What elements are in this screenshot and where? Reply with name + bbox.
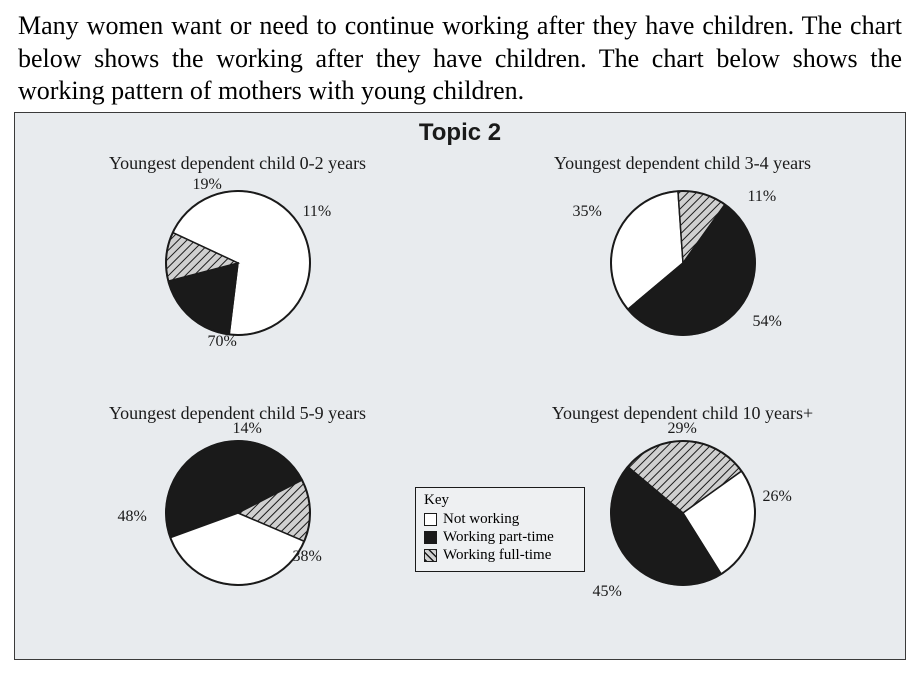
slice-label: 45% (593, 583, 622, 601)
slice-label: 38% (293, 548, 322, 566)
slice-label: 11% (303, 203, 332, 221)
legend-row: Working full-time (424, 547, 576, 564)
pie-chart: 70% 19% 11% (138, 178, 338, 348)
legend-label: Working part-time (443, 529, 554, 546)
chart-grid: Youngest dependent child 0-2 years 70% 19… (15, 147, 905, 647)
legend-swatch (424, 549, 437, 562)
legend-row: Working part-time (424, 529, 576, 546)
legend-title: Key (424, 492, 576, 509)
chart-title: Youngest dependent child 0-2 years (109, 153, 366, 174)
legend-swatch (424, 513, 437, 526)
pie-chart: 29%26%45% (583, 428, 783, 598)
chart-cell-2: Youngest dependent child 5-9 years 48%14… (15, 397, 460, 647)
chart-cell-1: Youngest dependent child 3-4 years 35% 11… (460, 147, 905, 397)
chart-cell-0: Youngest dependent child 0-2 years 70% 19… (15, 147, 460, 397)
slice-label: 11% (748, 188, 777, 206)
slice-label: 54% (753, 313, 782, 331)
slice-label: 19% (193, 176, 222, 194)
slice-label: 14% (233, 420, 262, 438)
slice-label: 48% (118, 508, 147, 526)
slice-label: 35% (573, 203, 602, 221)
intro-text: Many women want or need to continue work… (0, 0, 920, 112)
legend-label: Working full-time (443, 547, 551, 564)
chart-title: Youngest dependent child 3-4 years (554, 153, 811, 174)
pie-chart: 48%14%38% (138, 428, 338, 598)
pie-chart: 35%11%54% (583, 178, 783, 348)
legend-swatch (424, 531, 437, 544)
slice-label: 29% (668, 420, 697, 438)
chart-panel: Topic 2 Youngest dependent child 0-2 yea… (14, 112, 906, 660)
legend: Key Not working Working part-time Workin… (415, 487, 585, 572)
slice-label: 70% (208, 333, 237, 351)
legend-label: Not working (443, 511, 519, 528)
legend-row: Not working (424, 511, 576, 528)
slice-label: 26% (763, 488, 792, 506)
topic-title: Topic 2 (15, 113, 905, 147)
